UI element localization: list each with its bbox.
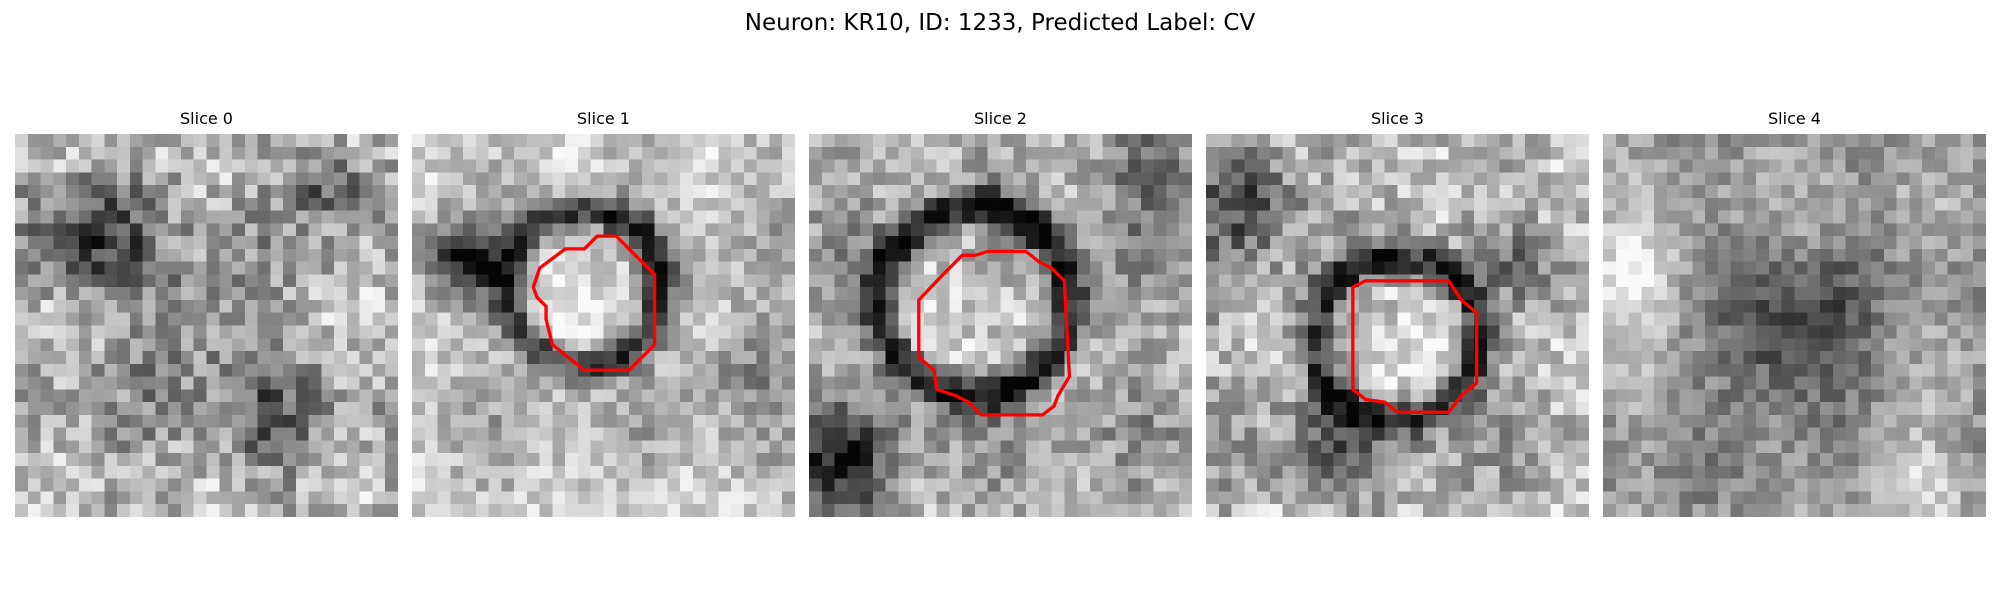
slice-title: Slice 3 — [1371, 109, 1424, 128]
slice-panel-4: Slice 4 — [1603, 108, 1986, 517]
slice-image — [809, 134, 1192, 517]
slice-panel-3: Slice 3 — [1206, 108, 1589, 517]
segmentation-contour — [917, 249, 1072, 417]
segmentation-contour — [531, 234, 657, 372]
slice-image — [412, 134, 795, 517]
slice-image — [15, 134, 398, 517]
slice-title: Slice 4 — [1768, 109, 1821, 128]
slice-panel-2: Slice 2 — [809, 108, 1192, 517]
slice-panel-0: Slice 0 — [15, 108, 398, 517]
slice-title: Slice 0 — [180, 109, 233, 128]
slice-panel-1: Slice 1 — [412, 108, 795, 517]
figure-title: Neuron: KR10, ID: 1233, Predicted Label:… — [744, 10, 1256, 36]
slice-title: Slice 1 — [577, 109, 630, 128]
slice-image — [1206, 134, 1589, 517]
segmentation-contour — [1351, 279, 1479, 414]
slice-image — [1603, 134, 1986, 517]
slice-title: Slice 2 — [974, 109, 1027, 128]
